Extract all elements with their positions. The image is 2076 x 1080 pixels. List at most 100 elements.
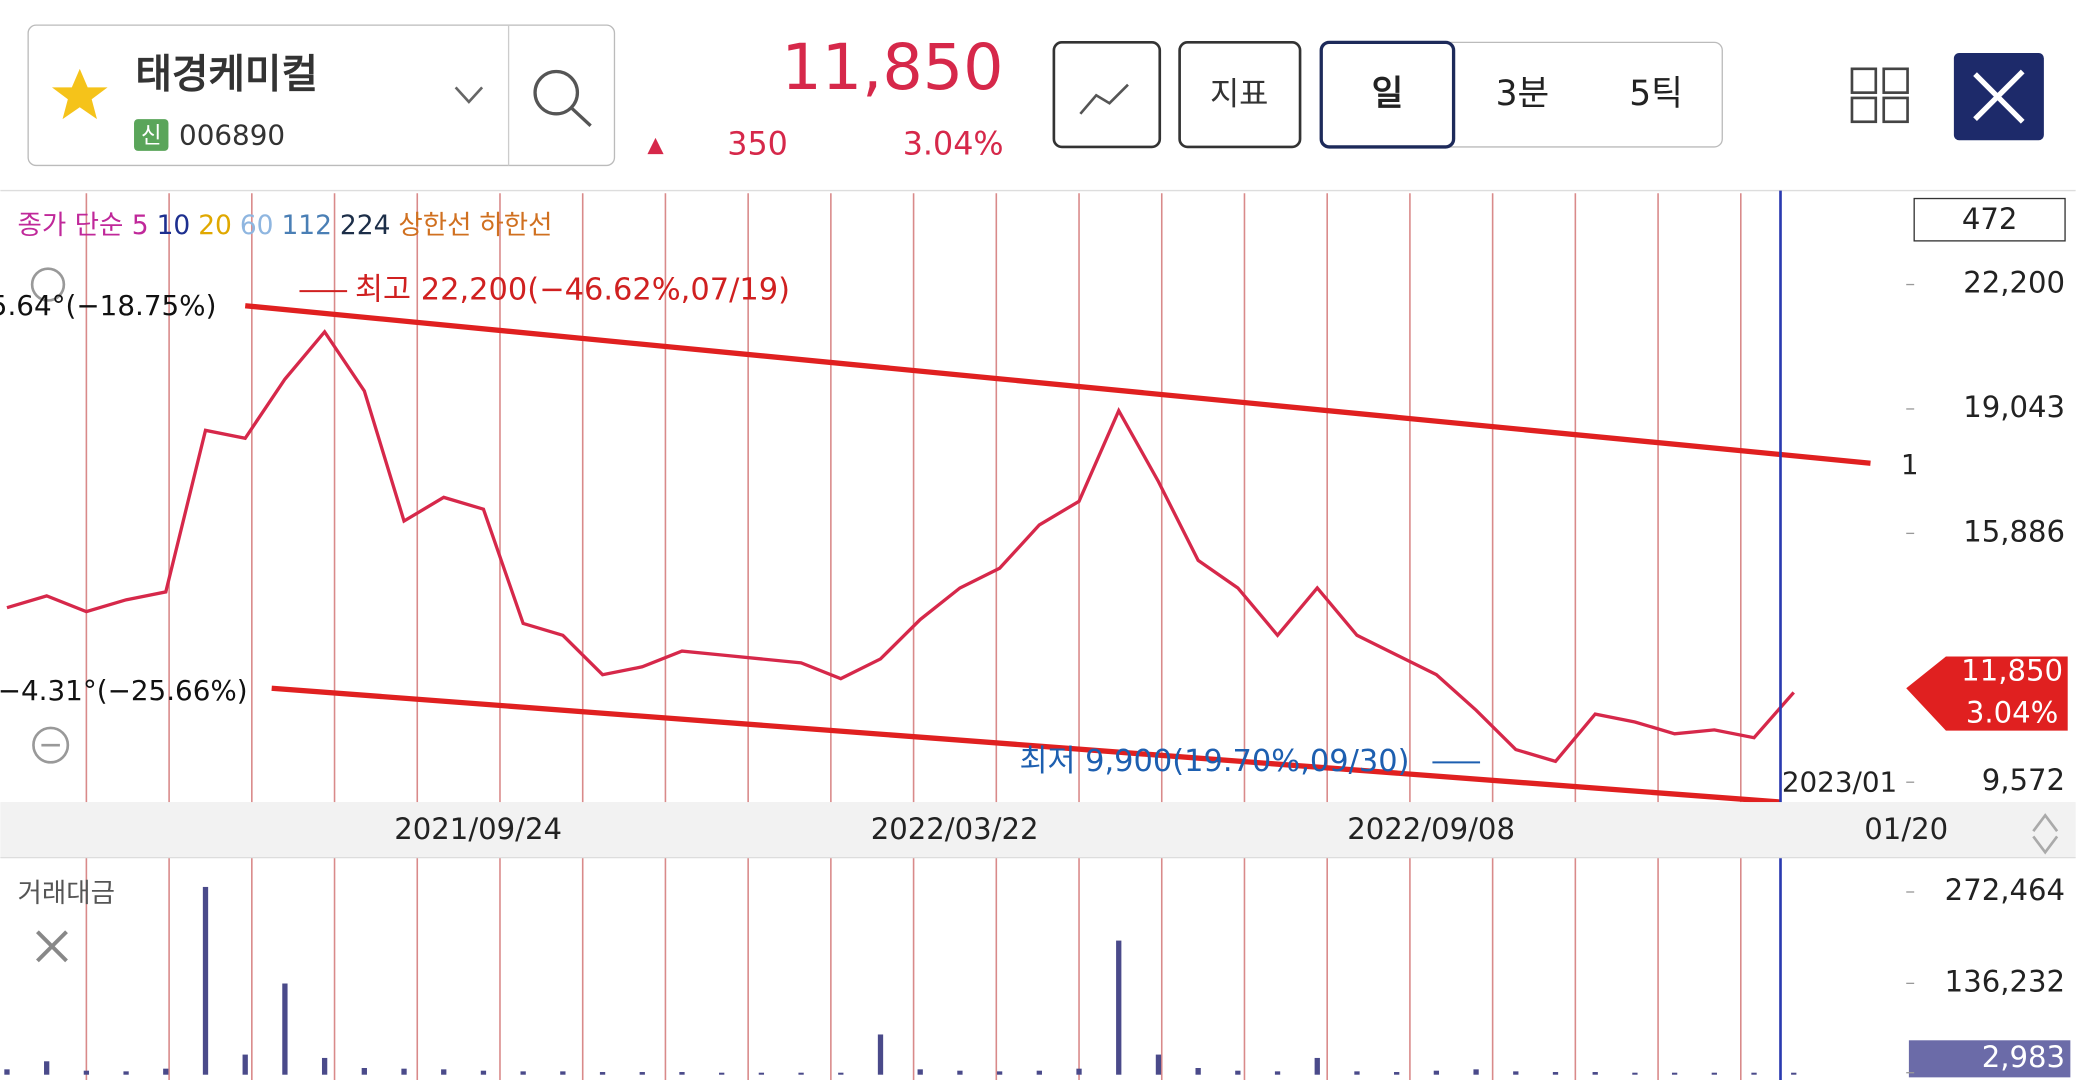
volume-bar [996, 1071, 1003, 1075]
volume-bar [838, 1072, 844, 1075]
change: 350 [727, 127, 788, 163]
price-tag-value: 11,850 [1961, 653, 2063, 687]
volume-bar [1155, 1054, 1162, 1075]
volume-bar [758, 1072, 765, 1075]
volume-tick-label: 136,232 [1945, 964, 2065, 998]
volume-bar [1632, 1072, 1638, 1075]
volume-bar [1671, 1072, 1678, 1075]
upper-line-label: 5.64°(−18.75%) [0, 289, 216, 322]
grid-icon[interactable] [1850, 67, 1909, 124]
volume-bar [1235, 1070, 1241, 1075]
volume-bar [1354, 1071, 1360, 1075]
chart-type-button[interactable] [1052, 41, 1162, 149]
x-tick-label: 01/20 [1864, 812, 1948, 846]
volume-bar [242, 1054, 248, 1075]
period-tab[interactable]: 3분 [1496, 74, 1550, 114]
legend-item: 하한선 [479, 210, 552, 241]
volume-bar [1274, 1071, 1281, 1075]
zoom-out[interactable] [32, 726, 70, 764]
scroll-arrows[interactable] [2032, 813, 2059, 855]
x-tick-label: 2022/03/22 [871, 812, 1039, 846]
price-line [6, 329, 1795, 764]
stock-code: 006890 [179, 118, 285, 151]
period-tab[interactable]: 일 [1372, 74, 1404, 114]
search-handle [570, 107, 592, 127]
volume-bar [520, 1071, 526, 1075]
lower-trendline [271, 685, 1781, 805]
volume-bar [480, 1070, 487, 1075]
period-tab[interactable]: 5틱 [1629, 74, 1683, 114]
top-box-value: 472 [1962, 202, 2018, 236]
volume-bar [361, 1068, 367, 1075]
volume-tick-label: 2,983 [1982, 1040, 2065, 1074]
volume-bar [1791, 1072, 1797, 1075]
volume-bar [957, 1070, 963, 1075]
zoom-in[interactable] [30, 267, 66, 302]
volume-bar [321, 1057, 328, 1075]
volume-bar [560, 1071, 566, 1075]
volume-bar [441, 1069, 447, 1075]
volume-bar [719, 1072, 725, 1075]
volume-bar [1314, 1057, 1320, 1075]
price-tag [1906, 656, 2068, 731]
y-tick-label: 22,200 [1963, 266, 2065, 300]
volume-bar [1116, 940, 1122, 1075]
volume-bar [1711, 1072, 1717, 1075]
volume-tick-label: 272,464 [1945, 873, 2065, 907]
volume-bar [401, 1068, 407, 1075]
volume-bar [639, 1072, 645, 1075]
volume-bar [1195, 1068, 1201, 1075]
indicator-button[interactable] [1178, 41, 1302, 149]
legend-item: 10 [157, 210, 191, 241]
high-annotation: 최고 22,200(−46.62%,07/19) [355, 273, 790, 308]
stock-box[interactable] [27, 24, 616, 167]
upper-trendline [244, 303, 1871, 466]
star-icon[interactable] [51, 68, 108, 120]
x-tick-label: 2021/09/24 [394, 812, 562, 846]
legend-item: 224 [340, 210, 391, 241]
volume-tag [1908, 1040, 2071, 1078]
volume-bar [599, 1072, 606, 1075]
top-box [1913, 197, 2066, 242]
up-arrow: ▲ [647, 132, 664, 157]
current-price: 11,850 [781, 30, 1003, 104]
legend-item: 112 [281, 210, 332, 241]
volume-bar [4, 1069, 10, 1075]
volume-bar [83, 1070, 90, 1075]
dropdown-icon[interactable] [454, 86, 484, 104]
legend-item: 60 [240, 210, 274, 241]
change-pct: 3.04% [903, 127, 1004, 163]
chart-icon [1079, 83, 1129, 115]
volume-bar [1513, 1071, 1519, 1075]
end-date: 2023/01 [1782, 766, 1897, 799]
volume-bar [202, 886, 209, 1075]
y-tick-label: 9,572 [1982, 763, 2065, 797]
search-icon[interactable] [533, 69, 580, 116]
volume-bar [1036, 1070, 1042, 1075]
volume-bar [44, 1061, 50, 1075]
volume-bar [679, 1072, 685, 1075]
price-tag-pct: 3.04% [1966, 696, 2058, 730]
volume-bar [1394, 1072, 1400, 1075]
period-selected[interactable] [1319, 40, 1456, 149]
vertical-grid [85, 193, 1742, 1080]
volume-bar [877, 1034, 884, 1075]
volume-bar [1751, 1072, 1757, 1075]
legend-item: 20 [198, 210, 232, 241]
cut-label: 1 [1901, 448, 1919, 481]
volume-bar [917, 1069, 923, 1075]
volume-bar [1592, 1072, 1598, 1075]
volume-bar [1076, 1068, 1082, 1075]
volume-bar [163, 1068, 169, 1075]
volume-bar [1433, 1070, 1440, 1075]
x-axis-band [0, 802, 2076, 858]
volume-bar [1473, 1069, 1479, 1075]
volume-bar [282, 983, 288, 1075]
legend-item: 상한선 [398, 210, 471, 241]
badge-bg [134, 119, 169, 151]
close-volume[interactable] [36, 930, 68, 963]
legend-item: 종가 단순 5 [18, 210, 149, 241]
volume-bar [123, 1071, 129, 1075]
